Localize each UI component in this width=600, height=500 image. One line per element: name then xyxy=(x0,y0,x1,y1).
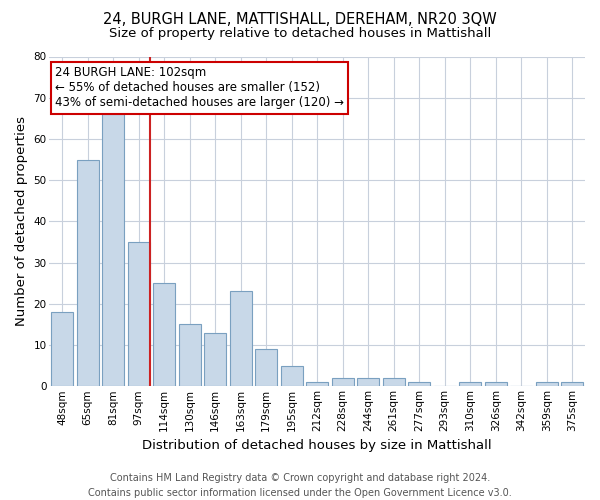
Bar xyxy=(409,382,430,386)
Bar xyxy=(536,382,557,386)
Bar xyxy=(230,292,251,386)
Bar xyxy=(179,324,200,386)
Bar xyxy=(485,382,506,386)
Text: Size of property relative to detached houses in Mattishall: Size of property relative to detached ho… xyxy=(109,28,491,40)
Bar xyxy=(307,382,328,386)
Y-axis label: Number of detached properties: Number of detached properties xyxy=(15,116,28,326)
Bar xyxy=(256,349,277,387)
Bar xyxy=(154,283,175,387)
Text: 24, BURGH LANE, MATTISHALL, DEREHAM, NR20 3QW: 24, BURGH LANE, MATTISHALL, DEREHAM, NR2… xyxy=(103,12,497,28)
Text: Contains HM Land Registry data © Crown copyright and database right 2024.
Contai: Contains HM Land Registry data © Crown c… xyxy=(88,472,512,498)
Bar xyxy=(281,366,302,386)
Bar xyxy=(128,242,149,386)
Bar xyxy=(103,114,124,386)
Bar xyxy=(460,382,481,386)
Bar xyxy=(562,382,583,386)
Bar xyxy=(52,312,73,386)
Bar xyxy=(358,378,379,386)
Text: 24 BURGH LANE: 102sqm
← 55% of detached houses are smaller (152)
43% of semi-det: 24 BURGH LANE: 102sqm ← 55% of detached … xyxy=(55,66,344,110)
Bar xyxy=(383,378,404,386)
Bar xyxy=(77,160,98,386)
X-axis label: Distribution of detached houses by size in Mattishall: Distribution of detached houses by size … xyxy=(142,440,492,452)
Bar xyxy=(332,378,353,386)
Bar xyxy=(205,332,226,386)
